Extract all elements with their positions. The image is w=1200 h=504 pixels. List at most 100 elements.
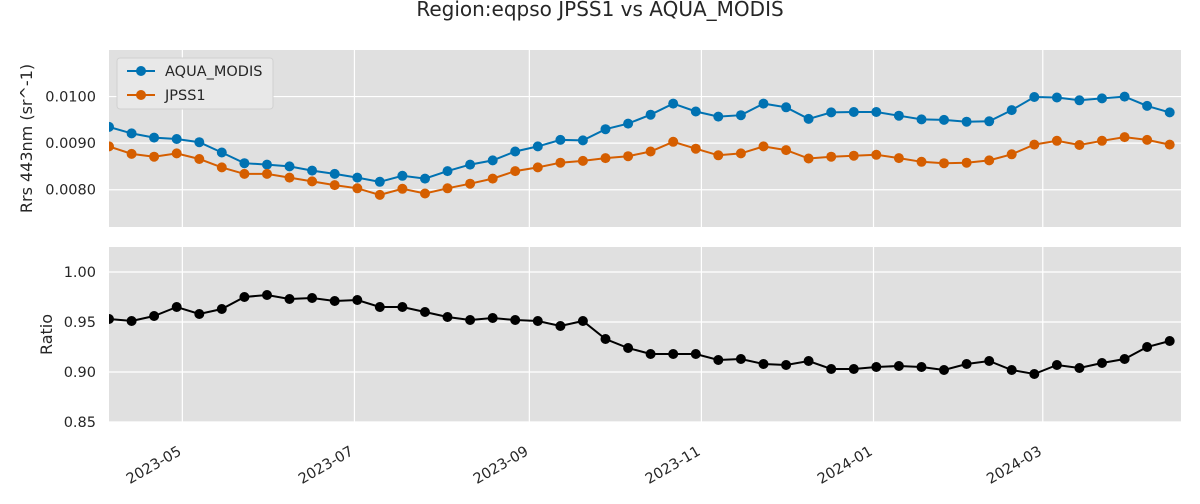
panel-1-series-jpss1-point bbox=[961, 157, 972, 168]
panel-1-series-jpss1-point bbox=[194, 154, 205, 164]
panel-1-series-jpss1-point bbox=[109, 141, 114, 152]
panel-2-series-ratio-point bbox=[848, 364, 859, 374]
panel-1-series-jpss1-point bbox=[781, 145, 792, 156]
panel-1-y-tick-label: 0.0090 bbox=[45, 136, 96, 152]
panel-1-series-aqua_modis-point bbox=[1097, 93, 1107, 104]
panel-2-series-ratio-point bbox=[109, 314, 114, 324]
x-tick-label: 2023-05 bbox=[124, 444, 184, 488]
panel-1-series-jpss1-point bbox=[216, 162, 227, 173]
panel-1-series-jpss1-point bbox=[600, 153, 611, 164]
panel-2-series-ratio-point bbox=[916, 362, 927, 372]
panel-2-series-ratio-point bbox=[826, 364, 837, 374]
panel-2-series-ratio-point bbox=[420, 307, 430, 317]
panel-2-series-ratio-point bbox=[623, 343, 634, 353]
panel-1-series-jpss1-point bbox=[826, 151, 837, 162]
panel-1-series-aqua_modis-point bbox=[510, 146, 521, 157]
panel-2-series-ratio-point bbox=[961, 359, 972, 369]
panel-2-series-ratio-point bbox=[577, 316, 588, 326]
panel-1-series-jpss1-point bbox=[803, 153, 814, 164]
x-tick-label: 2023-07 bbox=[296, 444, 356, 488]
panel-1-series-aqua_modis-point bbox=[1006, 105, 1017, 116]
panel-1-series-jpss1-point bbox=[239, 168, 250, 179]
panel-2-series-ratio-point bbox=[984, 356, 995, 366]
panel-1-series-aqua_modis-point bbox=[171, 134, 182, 144]
x-tick-label: 2023-11 bbox=[643, 444, 703, 488]
panel-1-series-aqua_modis-point bbox=[984, 116, 995, 127]
panel-2-series-ratio-point bbox=[216, 304, 227, 314]
panel-1-series-aqua_modis-point bbox=[961, 116, 972, 127]
panel-2-series-ratio-point bbox=[803, 356, 814, 366]
panel-2-series-ratio-point bbox=[735, 354, 746, 364]
panel-1-series-aqua_modis-point bbox=[916, 114, 927, 125]
panel-1-series-jpss1-point bbox=[1097, 135, 1107, 146]
x-tick-label: 2024-03 bbox=[984, 444, 1044, 488]
panel-2-series-ratio-point bbox=[1051, 360, 1062, 370]
panel-2-series-ratio-point bbox=[1074, 363, 1085, 373]
panel-2-series-ratio-point bbox=[758, 359, 769, 369]
panel-1-series-jpss1-point bbox=[487, 173, 498, 184]
panel-2-series-ratio-point bbox=[149, 311, 160, 321]
panel-1-series-aqua_modis-point bbox=[194, 137, 205, 148]
panel-1-series-jpss1-point bbox=[1164, 139, 1175, 150]
legend-label-jpss1: JPSS1 bbox=[164, 88, 206, 104]
panel-2-series-ratio-point bbox=[645, 349, 656, 359]
panel-2-y-tick-label: 0.90 bbox=[64, 365, 96, 381]
panel-2-series-ratio-point bbox=[532, 316, 543, 326]
panel-1-series-aqua_modis-point bbox=[352, 172, 363, 183]
panel-1-series-jpss1-point bbox=[307, 176, 318, 187]
panel-1-series-aqua_modis-point bbox=[397, 170, 408, 181]
panel-1-series-aqua_modis-point bbox=[758, 98, 769, 109]
panel-1-series-jpss1-point bbox=[397, 183, 408, 194]
panel-2-series-ratio-point bbox=[871, 362, 882, 372]
panel-1-series-aqua_modis-point bbox=[149, 132, 160, 143]
panel-2-series-ratio-point bbox=[374, 302, 385, 312]
panel-1-series-jpss1-point bbox=[352, 183, 363, 194]
panel-2-series-ratio-point bbox=[442, 312, 453, 322]
legend-marker-jpss1 bbox=[136, 90, 146, 100]
panel-2-series-ratio-point bbox=[893, 361, 904, 371]
panel-2-series-ratio-point bbox=[690, 349, 701, 359]
panel-1-series-aqua_modis-point bbox=[803, 113, 814, 124]
panel-1-series-jpss1-point bbox=[871, 149, 882, 160]
panel-1-series-jpss1-point bbox=[939, 158, 949, 169]
panel-2-y-tick-label: 0.85 bbox=[64, 415, 96, 431]
panel-1-series-aqua_modis-point bbox=[307, 165, 318, 176]
panel-1-series-aqua_modis-point bbox=[216, 147, 227, 158]
panel-1-series-aqua_modis-point bbox=[532, 141, 543, 152]
panel-1-series-aqua_modis-point bbox=[623, 118, 634, 129]
panel-2-series-ratio-point bbox=[307, 293, 318, 303]
panel-2-series-ratio-point bbox=[510, 315, 521, 325]
panel-1-series-aqua_modis-point bbox=[781, 102, 792, 113]
panel-2-series-ratio-point bbox=[239, 292, 250, 302]
panel-1-series-jpss1-point bbox=[713, 150, 724, 161]
chart-title: Region:eqpso JPSS1 vs AQUA_MODIS bbox=[416, 0, 783, 21]
panel-1-series-jpss1-point bbox=[645, 146, 656, 157]
panel-1-y-axis-label: Rrs 443nm (sr^-1) bbox=[17, 64, 36, 213]
panel-1-series-aqua_modis-point bbox=[1051, 92, 1062, 103]
panel-1-series-aqua_modis-point bbox=[329, 168, 340, 179]
panel-2-series-ratio-point bbox=[194, 309, 205, 319]
panel-1-series-aqua_modis-point bbox=[577, 135, 588, 146]
panel-1-series-aqua_modis-point bbox=[1119, 91, 1130, 102]
panel-2-series-ratio-point bbox=[668, 349, 679, 359]
panel-1-y-tick-label: 0.0080 bbox=[45, 183, 96, 199]
panel-1-series-jpss1-point bbox=[532, 162, 543, 173]
panel-2-series-ratio-point bbox=[329, 296, 340, 306]
panel-1-series-jpss1-point bbox=[149, 151, 160, 162]
panel-1-series-aqua_modis-point bbox=[871, 107, 882, 117]
panel-1-series-jpss1-point bbox=[758, 141, 769, 152]
panel-1-series-jpss1-point bbox=[171, 148, 182, 159]
panel-1-series-aqua_modis-point bbox=[465, 159, 476, 170]
panel-1-series-jpss1-point bbox=[623, 151, 634, 162]
panel-1-series-jpss1-point bbox=[329, 180, 340, 191]
legend-box bbox=[116, 57, 274, 110]
panel-2-series-ratio-point bbox=[1006, 365, 1017, 375]
panel-1-series-jpss1-point bbox=[735, 148, 746, 159]
legend-label-aqua_modis: AQUA_MODIS bbox=[165, 64, 262, 80]
panel-1-series-jpss1-point bbox=[916, 156, 927, 167]
panel-1-series-aqua_modis-point bbox=[555, 134, 566, 145]
panel-1-series-aqua_modis-point bbox=[126, 128, 137, 139]
x-tick-label: 2023-09 bbox=[471, 444, 531, 488]
panel-1-series-jpss1-point bbox=[848, 150, 859, 161]
panel-2-series-ratio-point bbox=[397, 302, 408, 312]
